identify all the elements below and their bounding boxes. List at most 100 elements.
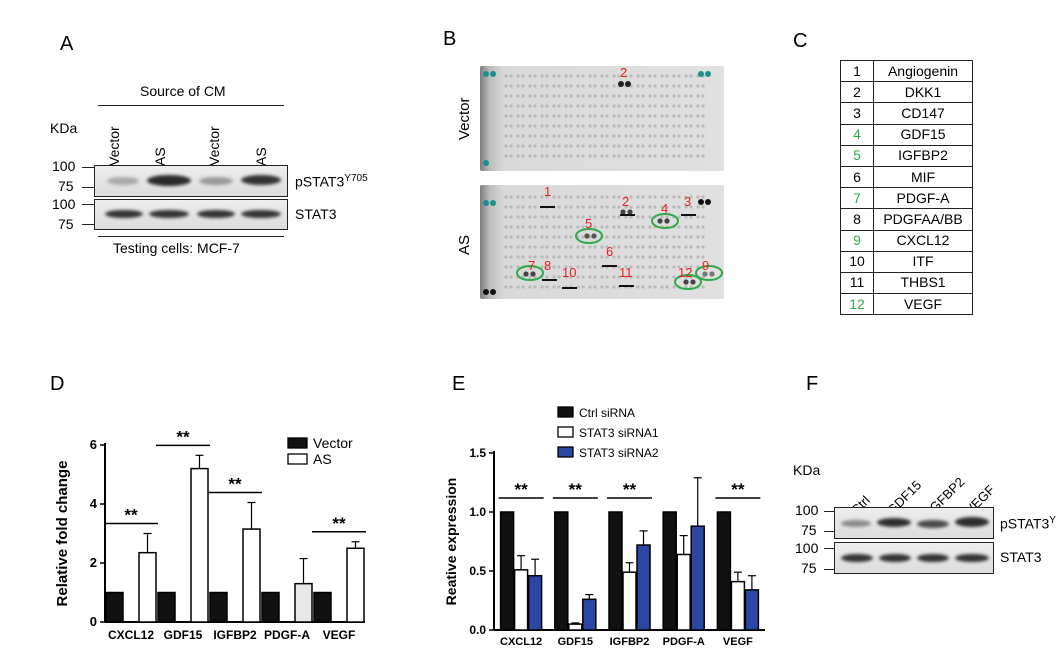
spot-number: 7 (528, 258, 536, 273)
faint-spot (528, 94, 532, 98)
significance-mark: ** (124, 506, 138, 525)
faint-spot (581, 245, 585, 249)
faint-spot (641, 134, 645, 138)
array-spots (483, 71, 711, 166)
faint-spot (648, 84, 652, 88)
faint-spot (581, 94, 585, 98)
faint-spot (648, 144, 652, 148)
bar (636, 544, 651, 631)
faint-spot (564, 104, 568, 108)
faint-spot (648, 124, 652, 128)
faint-spot (581, 114, 585, 118)
faint-spot (612, 104, 616, 108)
faint-spot (701, 205, 705, 209)
faint-spot (629, 255, 633, 259)
faint-spot (629, 275, 633, 279)
faint-spot (516, 84, 520, 88)
faint-spot (552, 84, 556, 88)
faint-spot (624, 215, 628, 219)
faint-spot (509, 124, 513, 128)
faint-spot (648, 134, 652, 138)
faint-spot (617, 245, 621, 249)
faint-spot (564, 124, 568, 128)
faint-spot (576, 285, 580, 289)
marker-75: 75 (801, 560, 817, 576)
faint-spot (600, 195, 604, 199)
cytokine-number: 7 (840, 187, 874, 210)
faint-spot (593, 195, 597, 199)
faint-spot (696, 114, 700, 118)
faint-spot (509, 104, 513, 108)
faint-spot (557, 215, 561, 219)
dark-spot (698, 199, 704, 205)
faint-spot (641, 114, 645, 118)
faint-spot (528, 144, 532, 148)
spot (620, 209, 626, 215)
faint-spot (689, 124, 693, 128)
faint-spot (569, 94, 573, 98)
table-body: 1 Angiogenin 2 DKK1 3 CD147 4 GDF15 5 IGFBP2 6 MIF 7… (840, 59, 973, 316)
y-axis-label: Reative expression (443, 478, 459, 606)
legend-swatch (557, 446, 574, 458)
faint-spot (528, 74, 532, 78)
faint-spot (612, 124, 616, 128)
faint-spot (504, 205, 508, 209)
significance-mark: ** (569, 480, 583, 499)
faint-spot (701, 245, 705, 249)
faint-spot (588, 265, 592, 269)
faint-spot (677, 114, 681, 118)
faint-spot (617, 225, 621, 229)
faint-spot (672, 154, 676, 158)
faint-spot (672, 195, 676, 199)
faint-spot (636, 74, 640, 78)
bar (138, 551, 157, 623)
spot-number: 6 (606, 244, 614, 259)
faint-spot (509, 255, 513, 259)
faint-spot (660, 255, 664, 259)
faint-spot (605, 124, 609, 128)
faint-spot (653, 265, 657, 269)
faint-spot (581, 134, 585, 138)
faint-spot (605, 255, 609, 259)
cytokine-name: VEGF (873, 293, 973, 316)
faint-spot (564, 225, 568, 229)
faint-spot (641, 195, 645, 199)
kda-label: KDa (50, 120, 78, 136)
testing-cells-label: Testing cells: MCF-7 (113, 240, 240, 256)
faint-spot (557, 195, 561, 199)
faint-spot (629, 144, 633, 148)
faint-spot (588, 215, 592, 219)
cytokine-name: GDF15 (873, 123, 973, 146)
faint-spot (660, 74, 664, 78)
faint-spot (684, 225, 688, 229)
faint-spot (557, 154, 561, 158)
faint-spot (581, 144, 585, 148)
faint-spot (528, 205, 532, 209)
faint-spot (612, 74, 616, 78)
faint-spot (665, 114, 669, 118)
faint-spot (521, 134, 525, 138)
faint-spot (509, 265, 513, 269)
faint-spot (641, 215, 645, 219)
faint-spot (660, 245, 664, 249)
faint-spot (569, 225, 573, 229)
faint-spot (701, 255, 705, 259)
faint-spot (533, 84, 537, 88)
faint-spot (636, 84, 640, 88)
faint-spot (528, 104, 532, 108)
faint-spot (533, 124, 537, 128)
faint-spot (605, 275, 609, 279)
lane-label: AS (152, 147, 168, 166)
faint-spot (569, 134, 573, 138)
faint-spot (504, 104, 508, 108)
faint-spot (581, 205, 585, 209)
x-tick-label: VEGF (723, 636, 753, 648)
faint-spot (701, 104, 705, 108)
ref-spot (490, 71, 496, 77)
bar (554, 511, 569, 631)
faint-spot (677, 94, 681, 98)
faint-spot (509, 144, 513, 148)
faint-spot (552, 225, 556, 229)
faint-spot (593, 84, 597, 88)
chart-e: 0.0 0.5 1.0 1.5 Reative expression CXCL12 ** GD… (443, 406, 765, 648)
